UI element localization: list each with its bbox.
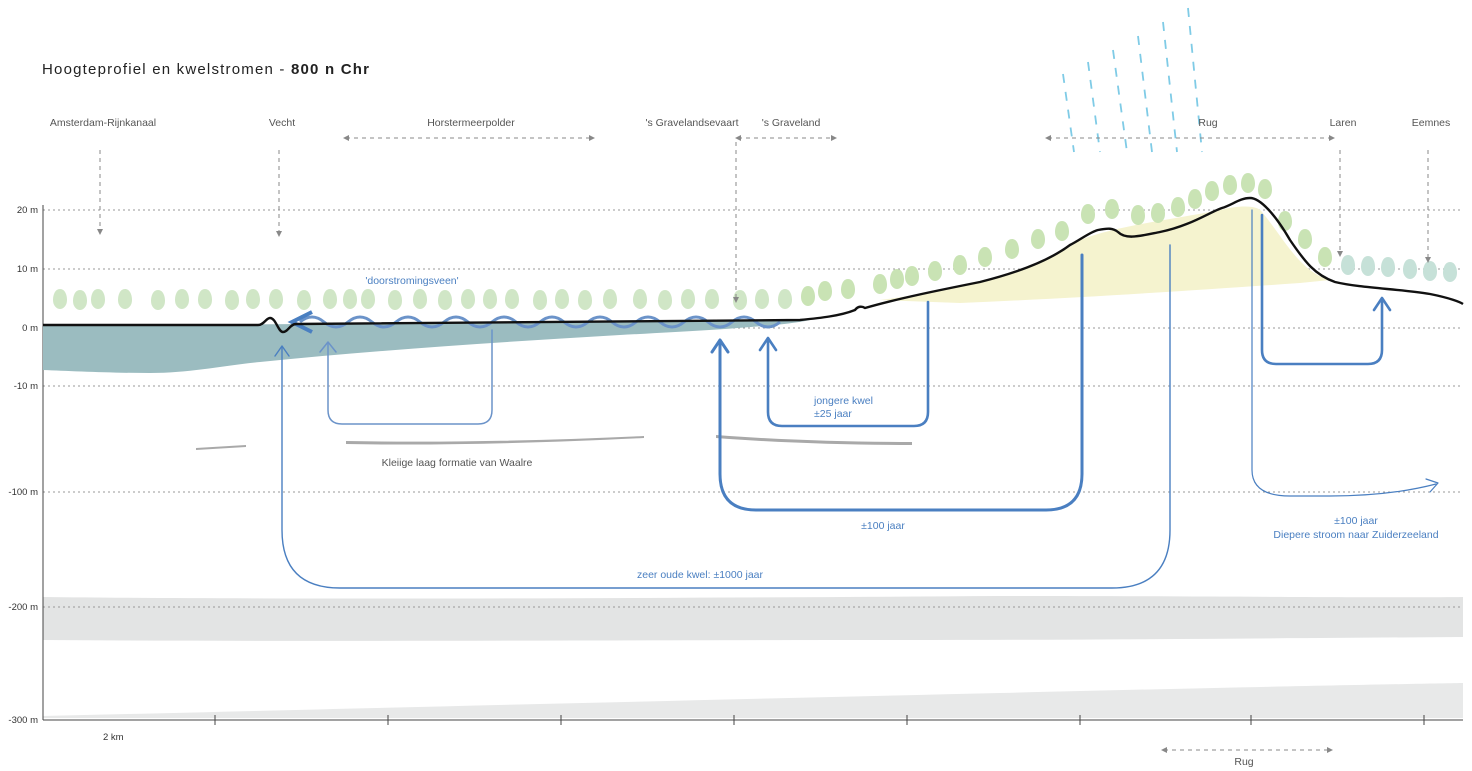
place-labels: Amsterdam-Rijnkanaal Vecht Horstermeerpo… [50, 117, 1450, 768]
axes [42, 205, 1463, 725]
svg-text:-300 m: -300 m [8, 715, 38, 726]
deep-layer-200 [43, 596, 1463, 641]
svg-text:-200 m: -200 m [8, 602, 38, 613]
svg-text:Diepere stroom naar Zuiderzeel: Diepere stroom naar Zuiderzeeland [1273, 529, 1438, 541]
svg-text:±100 jaar: ±100 jaar [1334, 515, 1378, 527]
doorstromingsveen-arrowhead [287, 310, 313, 334]
ground-surface [43, 196, 1464, 334]
clay-layers [196, 435, 912, 450]
diagram-title: Hoogteprofiel en kwelstromen - 800 n Chr [42, 61, 370, 78]
deep-layer-300 [43, 683, 1463, 718]
axis-labels: 20 m 10 m 0 m -10 m -100 m -200 m -300 m… [8, 205, 123, 743]
svg-text:'s Graveland: 's Graveland [762, 117, 821, 129]
svg-text:Vecht: Vecht [269, 117, 295, 129]
svg-text:Rug: Rug [1234, 756, 1253, 768]
place-markers [97, 135, 1431, 753]
svg-text:'doorstromingsveen': 'doorstromingsveen' [365, 275, 458, 287]
svg-text:Laren: Laren [1330, 117, 1357, 129]
svg-text:±100 jaar: ±100 jaar [861, 520, 905, 532]
svg-text:Amsterdam-Rijnkanaal: Amsterdam-Rijnkanaal [50, 117, 156, 129]
svg-text:jongere kwel: jongere kwel [813, 395, 873, 407]
groundwater-flows [274, 209, 1439, 589]
svg-text:zeer oude kwel: ±1000 jaar: zeer oude kwel: ±1000 jaar [637, 569, 764, 581]
flow-labels: 'doorstromingsveen' jongere kwel ±25 jaa… [365, 275, 1438, 581]
scale-label: 2 km [103, 732, 124, 743]
svg-text:20 m: 20 m [17, 205, 38, 216]
svg-text:10 m: 10 m [17, 264, 38, 275]
svg-text:Horstermeerpolder: Horstermeerpolder [427, 117, 515, 129]
svg-text:0 m: 0 m [22, 323, 38, 334]
peat-layer [43, 320, 810, 373]
svg-text:±25 jaar: ±25 jaar [814, 408, 852, 420]
svg-text:-10 m: -10 m [14, 381, 38, 392]
rain-icon [1062, 7, 1203, 153]
svg-text:'s Gravelandsevaart: 's Gravelandsevaart [645, 117, 738, 129]
svg-text:Eemnes: Eemnes [1412, 117, 1451, 129]
svg-text:-100 m: -100 m [8, 487, 38, 498]
svg-text:Rug: Rug [1198, 117, 1217, 129]
svg-text:Kleiige laag formatie van Waal: Kleiige laag formatie van Waalre [382, 457, 533, 469]
